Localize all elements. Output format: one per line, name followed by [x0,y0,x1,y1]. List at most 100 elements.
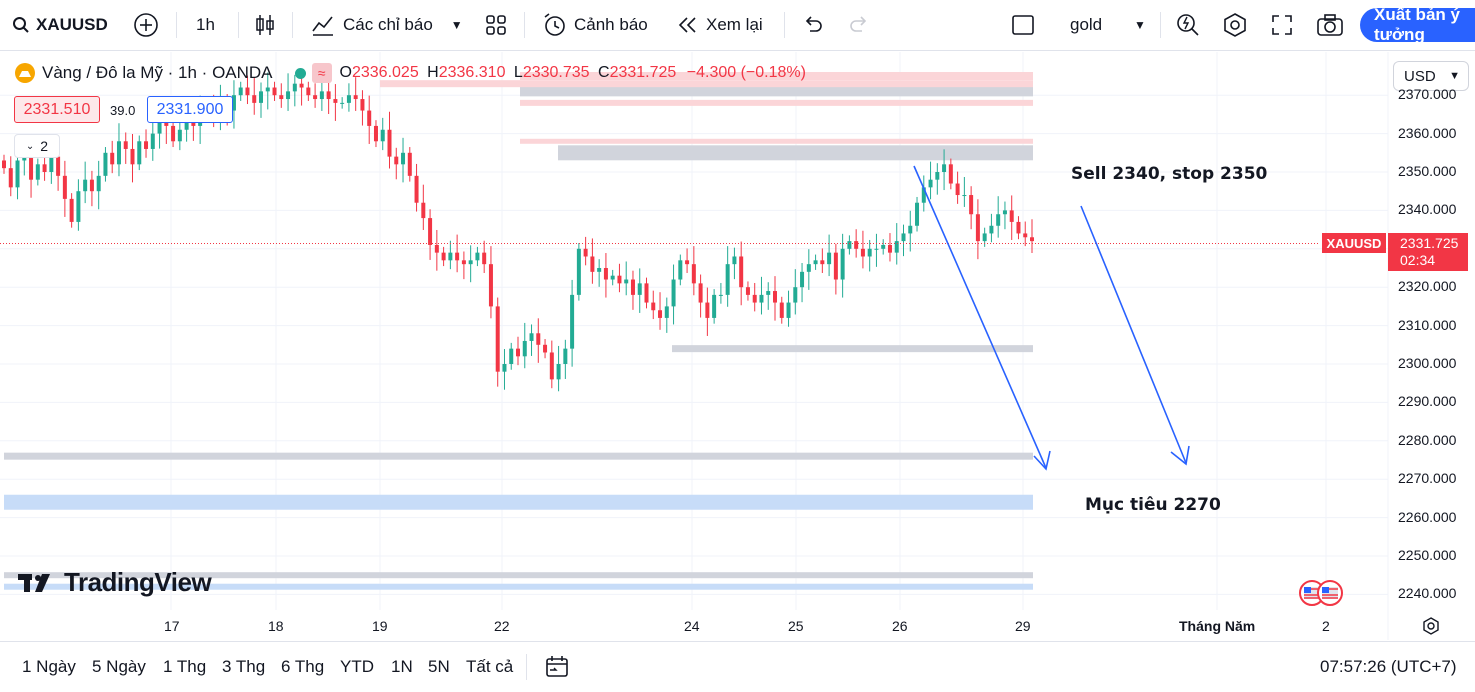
replay-label: Xem lại [706,15,763,34]
candle-body [996,214,1001,226]
candle-body [773,291,777,303]
goto-date-button[interactable] [544,642,570,692]
candle [874,233,879,267]
candle-body [177,129,182,142]
candle [840,233,845,298]
redo-button[interactable] [848,0,870,50]
candle-body [806,264,811,272]
candle [1002,201,1007,230]
candle-body [238,87,243,96]
range-5d[interactable]: 5 Ngày [92,657,146,676]
gold-symbol-icon [15,63,35,83]
undo-button[interactable] [802,0,824,50]
range-1d[interactable]: 1 Ngày [22,657,76,676]
indicators-button[interactable]: Các chỉ báo ▼ [311,0,463,50]
candle-body [556,364,561,380]
candle [502,349,507,390]
candle [83,161,88,204]
trend-arrow-2 [1080,205,1190,466]
legend-title[interactable]: Vàng / Đô la Mỹ · 1h · OANDA [42,63,273,82]
plus-circle-icon [134,13,158,37]
candle-body [96,175,101,192]
range-all[interactable]: Tất cả [466,657,514,676]
settings-button[interactable] [1222,0,1248,50]
change-value: −4.300 (−0.18%) [686,64,806,81]
snapshot-button[interactable] [1316,0,1344,50]
candle [252,77,257,115]
candle-body [421,202,426,219]
candle-body [340,102,345,104]
buy-price-button[interactable]: 2331.900 [147,96,233,123]
alert-button[interactable]: Cảnh báo [542,0,648,50]
range-6m[interactable]: 6 Thg [281,657,325,676]
candle [617,263,622,293]
time-label-26: 26 [892,618,908,634]
symbol-label: XAUUSD [36,15,108,34]
candle [766,282,771,310]
price-axis-label: 2290.000 [1398,393,1457,410]
currency-select[interactable]: USD ▼ [1393,61,1469,91]
range-5y[interactable]: 5N [428,657,450,676]
time-label-24: 24 [684,618,700,634]
level-zone [520,72,1033,80]
range-1y[interactable]: 1N [391,657,413,676]
candle [116,123,121,177]
candle-body [590,256,595,272]
replay-button[interactable]: Xem lại [676,0,763,50]
collapse-indicators-button[interactable]: ⌄ 2 [14,134,60,158]
candle [718,282,723,304]
candle-body [1009,210,1014,222]
candle-body [678,260,683,280]
quick-search-button[interactable] [1175,0,1201,50]
price-axis-label: 2300.000 [1398,355,1457,371]
us-flag-icon [1317,580,1343,606]
candle [144,129,149,158]
layout-chevron-down-icon[interactable]: ▼ [1134,18,1146,32]
fullscreen-button[interactable] [1270,0,1294,50]
candle [894,223,899,265]
candle-body [739,256,744,288]
candle-body [245,87,250,96]
open-value: 2336.025 [351,64,419,81]
axis-settings-button[interactable] [1421,616,1441,641]
target-annotation[interactable]: Mục tiêu 2270 [1085,495,1221,515]
candle-body [671,279,676,307]
tradingview-logo[interactable]: TradingView [18,567,212,598]
candle-body [745,287,750,295]
candle [549,340,554,389]
publish-idea-button[interactable]: Xuất bản ý tưởng [1360,5,1475,44]
candle [421,184,426,230]
candle [272,81,277,101]
candle [637,268,642,313]
candle [313,83,318,108]
candle-body [448,252,453,261]
candle [509,342,514,370]
candle-body [69,198,74,222]
market-status-icon[interactable] [294,67,306,79]
wave-icon[interactable]: ≈ [311,63,332,83]
candle-body [103,152,108,176]
range-ytd[interactable]: YTD [340,657,374,676]
range-1m[interactable]: 1 Thg [163,657,207,676]
sell-annotation[interactable]: Sell 2340, stop 2350 [1071,164,1268,184]
sell-price-button[interactable]: 2331.510 [14,96,100,123]
price-axis-label: 2280.000 [1398,431,1457,448]
candle [644,277,649,309]
layout-name[interactable]: gold [1070,15,1103,34]
range-3m[interactable]: 3 Thg [222,657,266,676]
layout-square-icon[interactable] [1011,0,1035,50]
level-zone [380,80,1033,88]
symbol-search[interactable]: XAUUSD [12,0,108,50]
candle-body [820,260,825,265]
chart-type-button[interactable] [254,0,276,50]
add-symbol-button[interactable] [133,0,159,50]
candle [495,297,500,387]
interval-button[interactable]: 1h [196,15,215,34]
candle [935,163,940,195]
clock-timezone[interactable]: 07:57:26 (UTC+7) [1320,657,1457,676]
candle [860,230,865,269]
economic-events[interactable] [1298,579,1346,612]
candle-body [1002,210,1007,215]
candle [759,276,764,315]
templates-button[interactable] [484,0,508,50]
